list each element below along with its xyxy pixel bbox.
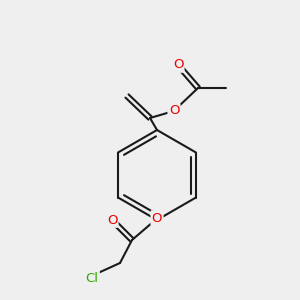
Text: Cl: Cl <box>85 272 98 284</box>
Text: O: O <box>173 58 183 71</box>
Text: O: O <box>169 104 179 118</box>
Text: O: O <box>152 212 162 224</box>
Text: O: O <box>107 214 117 226</box>
